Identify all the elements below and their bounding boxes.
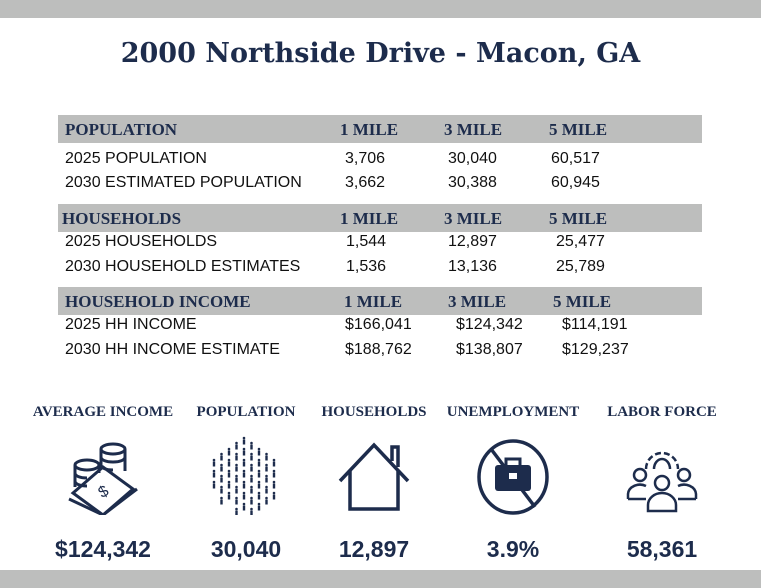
table-row: 2025 POPULATION 3,706 30,040 60,517 xyxy=(0,150,761,172)
row-label: 2030 HOUSEHOLD ESTIMATES xyxy=(65,258,301,275)
table-row: 2025 HOUSEHOLDS 1,544 12,897 25,477 xyxy=(0,233,761,255)
cell-1-mile: $188,762 xyxy=(345,341,412,358)
stat-label: AVERAGE INCOME xyxy=(32,404,174,420)
stat-label: UNEMPLOYMENT xyxy=(446,404,580,420)
table-row: 2030 ESTIMATED POPULATION 3,662 30,388 6… xyxy=(0,174,761,196)
cell-3-mile: 12,897 xyxy=(448,233,497,250)
house-icon xyxy=(338,442,410,511)
row-label: 2025 HH INCOME xyxy=(65,316,197,333)
section-title: HOUSEHOLDS xyxy=(62,209,182,228)
households-header: HOUSEHOLDS 1 MILE 3 MILE 5 MILE xyxy=(58,204,702,232)
cell-3-mile: $124,342 xyxy=(456,316,523,333)
col-5-mile: 5 MILE xyxy=(549,120,608,139)
cell-5-mile: $129,237 xyxy=(562,341,629,358)
cell-1-mile: 1,544 xyxy=(346,233,387,250)
cell-3-mile: 30,040 xyxy=(448,150,497,167)
stat-value: 30,040 xyxy=(210,536,282,562)
stat-value: 12,897 xyxy=(338,536,410,562)
svg-text:$: $ xyxy=(96,483,112,502)
row-label: 2025 HOUSEHOLDS xyxy=(65,233,218,250)
top-band xyxy=(0,0,761,18)
col-3-mile: 3 MILE xyxy=(448,292,507,311)
stat-value: $124,342 xyxy=(55,536,151,562)
row-label: 2025 POPULATION xyxy=(65,150,207,167)
row-label: 2030 ESTIMATED POPULATION xyxy=(65,174,302,191)
cell-5-mile: 25,789 xyxy=(556,258,605,275)
cell-1-mile: $166,041 xyxy=(345,316,412,333)
household-income-header: HOUSEHOLD INCOME 1 MILE 3 MILE 5 MILE xyxy=(58,287,702,315)
table-row: 2030 HOUSEHOLD ESTIMATES 1,536 13,136 25… xyxy=(0,258,761,280)
section-title: HOUSEHOLD INCOME xyxy=(65,292,251,311)
cell-1-mile: 3,706 xyxy=(345,150,386,167)
col-3-mile: 3 MILE xyxy=(444,209,503,228)
cell-3-mile: 30,388 xyxy=(448,174,497,191)
col-5-mile: 5 MILE xyxy=(553,292,612,311)
cell-5-mile: $114,191 xyxy=(562,316,628,333)
cell-1-mile: 1,536 xyxy=(346,258,387,275)
cell-3-mile: 13,136 xyxy=(448,258,497,275)
people-crowd-icon xyxy=(212,436,276,515)
stat-label: HOUSEHOLDS xyxy=(321,404,427,420)
col-1-mile: 1 MILE xyxy=(340,209,399,228)
col-1-mile: 1 MILE xyxy=(340,120,399,139)
money-coins-icon: $ xyxy=(68,442,138,515)
stat-value: 3.9% xyxy=(486,536,540,562)
stat-value: 58,361 xyxy=(626,536,698,562)
stat-label: LABOR FORCE xyxy=(607,404,717,420)
table-row: 2030 HH INCOME ESTIMATE $188,762 $138,80… xyxy=(0,341,761,363)
population-header: POPULATION 1 MILE 3 MILE 5 MILE xyxy=(58,115,702,143)
cell-3-mile: $138,807 xyxy=(456,341,523,358)
cell-5-mile: 60,517 xyxy=(551,150,600,167)
col-5-mile: 5 MILE xyxy=(549,209,608,228)
table-row: 2025 HH INCOME $166,041 $124,342 $114,19… xyxy=(0,316,761,338)
bottom-band xyxy=(0,570,761,588)
col-1-mile: 1 MILE xyxy=(344,292,403,311)
no-briefcase-icon xyxy=(477,439,549,515)
row-label: 2030 HH INCOME ESTIMATE xyxy=(65,341,280,358)
team-gear-icon xyxy=(626,451,698,513)
cell-5-mile: 25,477 xyxy=(556,233,605,250)
stat-label: POPULATION xyxy=(196,404,296,420)
cell-1-mile: 3,662 xyxy=(345,174,386,191)
col-3-mile: 3 MILE xyxy=(444,120,503,139)
page-title: 2000 Northside Drive - Macon, GA xyxy=(120,38,641,69)
cell-5-mile: 60,945 xyxy=(551,174,600,191)
section-title: POPULATION xyxy=(65,120,178,139)
